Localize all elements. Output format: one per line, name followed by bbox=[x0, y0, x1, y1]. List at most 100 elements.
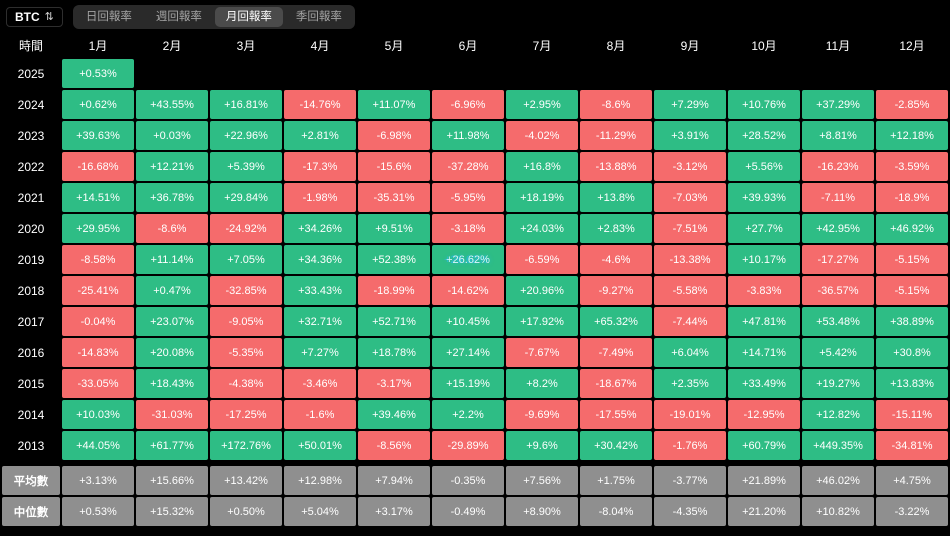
return-cell: -7.44% bbox=[654, 307, 726, 336]
return-cell bbox=[284, 59, 356, 88]
return-cell: -18.67% bbox=[580, 369, 652, 398]
return-cell: +34.26% bbox=[284, 214, 356, 243]
return-cell: +10.45% bbox=[432, 307, 504, 336]
return-cell: +29.95% bbox=[62, 214, 134, 243]
month-header: 6月 bbox=[458, 38, 478, 53]
return-cell: -11.29% bbox=[580, 121, 652, 150]
return-cell: +7.29% bbox=[654, 90, 726, 119]
return-cell: -14.62% bbox=[432, 276, 504, 305]
return-cell: +20.96% bbox=[506, 276, 578, 305]
return-cell: -8.04% bbox=[580, 497, 652, 526]
return-cell: +3.91% bbox=[654, 121, 726, 150]
return-cell: +32.71% bbox=[284, 307, 356, 336]
return-cell: +21.20% bbox=[728, 497, 800, 526]
return-cell: -15.6% bbox=[358, 152, 430, 181]
return-cell bbox=[580, 59, 652, 88]
return-cell: -6.96% bbox=[432, 90, 504, 119]
return-cell: +36.78% bbox=[136, 183, 208, 212]
month-header: 9月 bbox=[680, 38, 700, 53]
return-cell: +9.6% bbox=[506, 431, 578, 460]
return-cell bbox=[506, 59, 578, 88]
return-cell: +27.14% bbox=[432, 338, 504, 367]
return-cell: -25.41% bbox=[62, 276, 134, 305]
year-row-label: 2014 bbox=[17, 407, 45, 422]
return-cell: -3.18% bbox=[432, 214, 504, 243]
return-cell: -1.6% bbox=[284, 400, 356, 429]
return-cell: +37.29% bbox=[802, 90, 874, 119]
return-cell: +60.79% bbox=[728, 431, 800, 460]
return-cell: +4.75% bbox=[876, 466, 948, 495]
year-row-label: 2017 bbox=[17, 314, 45, 329]
return-cell: -2.85% bbox=[876, 90, 948, 119]
year-row-label: 2016 bbox=[17, 345, 45, 360]
return-cell: +5.42% bbox=[802, 338, 874, 367]
return-cell: +61.77% bbox=[136, 431, 208, 460]
return-cell: -7.03% bbox=[654, 183, 726, 212]
tab-daily-returns[interactable]: 日回報率 bbox=[75, 7, 143, 28]
return-cell: -0.49% bbox=[432, 497, 504, 526]
topbar: BTC ⇅ 日回報率 週回報率 月回報率 季回報率 bbox=[0, 0, 950, 30]
return-cell: +65.32% bbox=[580, 307, 652, 336]
return-cell: +12.82% bbox=[802, 400, 874, 429]
return-cell: -13.38% bbox=[654, 245, 726, 274]
return-cell: +11.07% bbox=[358, 90, 430, 119]
tab-quarterly-returns[interactable]: 季回報率 bbox=[285, 7, 353, 28]
symbol-select[interactable]: BTC ⇅ bbox=[6, 7, 63, 27]
return-cell: -24.92% bbox=[210, 214, 282, 243]
return-cell: -9.05% bbox=[210, 307, 282, 336]
return-cell: -7.51% bbox=[654, 214, 726, 243]
return-cell: -17.3% bbox=[284, 152, 356, 181]
return-cell: +15.66% bbox=[136, 466, 208, 495]
return-cell: -16.68% bbox=[62, 152, 134, 181]
return-cell: -29.89% bbox=[432, 431, 504, 460]
return-cell: -17.55% bbox=[580, 400, 652, 429]
return-cell: +11.98% bbox=[432, 121, 504, 150]
return-cell: +0.47% bbox=[136, 276, 208, 305]
return-cell: +46.92% bbox=[876, 214, 948, 243]
return-cell bbox=[358, 59, 430, 88]
return-cell: -14.76% bbox=[284, 90, 356, 119]
return-cell: -3.83% bbox=[728, 276, 800, 305]
return-cell: +0.53% bbox=[62, 497, 134, 526]
return-cell: +39.93% bbox=[728, 183, 800, 212]
return-cell: -7.49% bbox=[580, 338, 652, 367]
month-header: 11月 bbox=[825, 38, 851, 53]
return-cell: -12.95% bbox=[728, 400, 800, 429]
return-cell: -19.01% bbox=[654, 400, 726, 429]
return-cell: +6.04% bbox=[654, 338, 726, 367]
return-cell: +449.35% bbox=[802, 431, 874, 460]
return-cell: +29.84% bbox=[210, 183, 282, 212]
return-cell: +33.49% bbox=[728, 369, 800, 398]
month-header: 3月 bbox=[236, 38, 256, 53]
return-cell: +12.21% bbox=[136, 152, 208, 181]
year-row-label: 2018 bbox=[17, 283, 45, 298]
return-cell: -5.58% bbox=[654, 276, 726, 305]
year-row-label: 2022 bbox=[17, 159, 45, 174]
return-cell: +5.39% bbox=[210, 152, 282, 181]
return-cell: -3.22% bbox=[876, 497, 948, 526]
return-cell: -0.35% bbox=[432, 466, 504, 495]
month-header: 4月 bbox=[310, 38, 330, 53]
return-cell: +14.51% bbox=[62, 183, 134, 212]
return-cell: -4.38% bbox=[210, 369, 282, 398]
year-row-label: 2023 bbox=[17, 128, 45, 143]
tab-weekly-returns[interactable]: 週回報率 bbox=[145, 7, 213, 28]
year-row-label: 2021 bbox=[17, 190, 45, 205]
return-cell: +24.03% bbox=[506, 214, 578, 243]
return-cell: +18.19% bbox=[506, 183, 578, 212]
return-cell: -18.99% bbox=[358, 276, 430, 305]
year-row-label: 2020 bbox=[17, 221, 45, 236]
return-cell: +30.8% bbox=[876, 338, 948, 367]
tab-monthly-returns[interactable]: 月回報率 bbox=[214, 6, 283, 28]
return-cell: -3.77% bbox=[654, 466, 726, 495]
return-cell: +2.81% bbox=[284, 121, 356, 150]
return-cell: -14.83% bbox=[62, 338, 134, 367]
return-cell bbox=[210, 59, 282, 88]
return-cell: -35.31% bbox=[358, 183, 430, 212]
return-cell: +8.81% bbox=[802, 121, 874, 150]
return-cell: +1.75% bbox=[580, 466, 652, 495]
return-cell: +0.03% bbox=[136, 121, 208, 150]
return-cell: +7.05% bbox=[210, 245, 282, 274]
return-cell: -16.23% bbox=[802, 152, 874, 181]
return-cell: +26.62% bbox=[432, 245, 504, 274]
